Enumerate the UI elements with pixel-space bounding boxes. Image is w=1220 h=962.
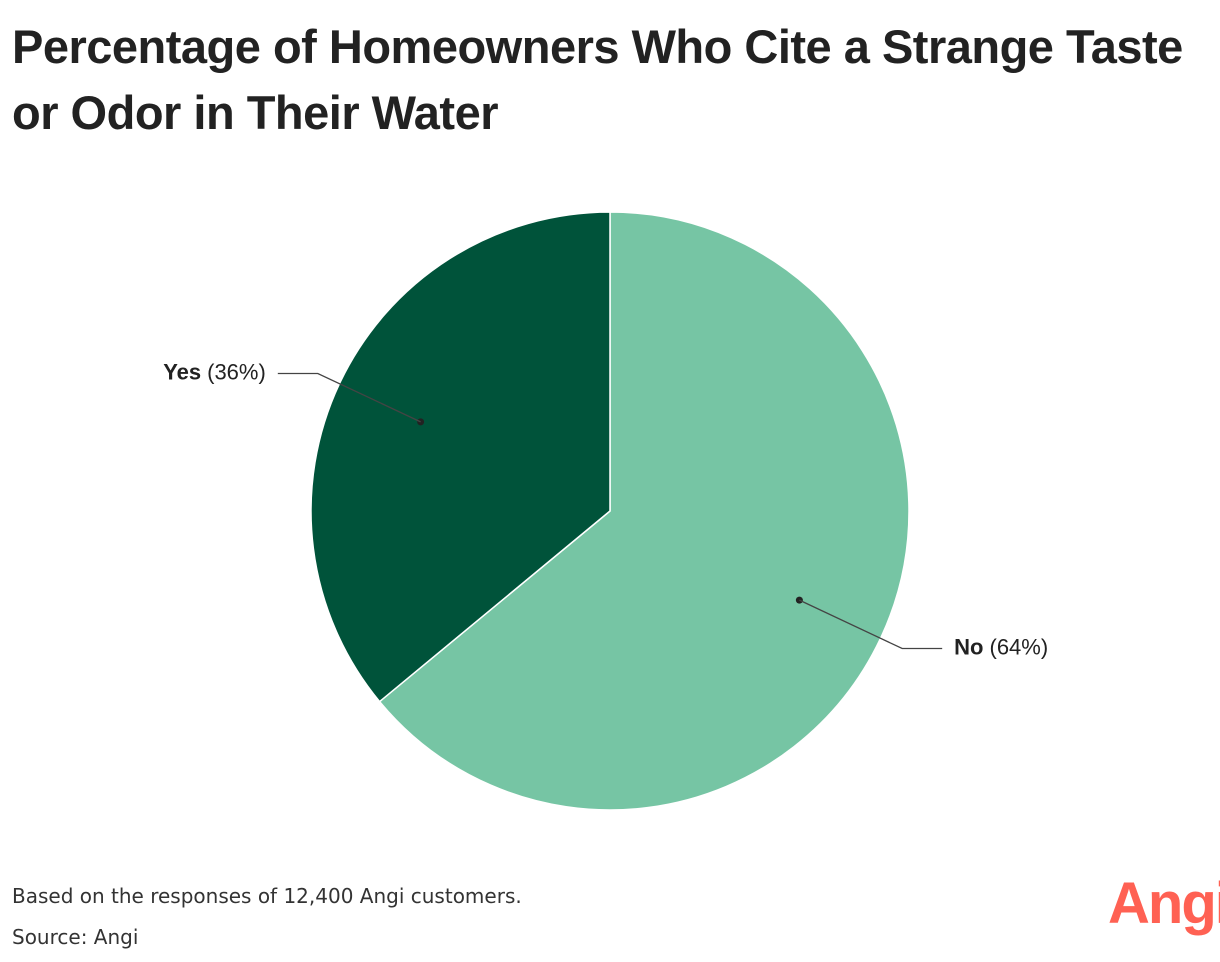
slice-label: Yes (36%) xyxy=(163,359,266,384)
callout-line xyxy=(277,372,421,423)
callout-line xyxy=(799,599,943,650)
category-label: No xyxy=(954,634,983,659)
chart-title: Percentage of Homeowners Who Cite a Stra… xyxy=(12,20,1183,139)
logo: Angi xyxy=(1108,871,1220,936)
category-label: Yes xyxy=(163,359,201,384)
source: Source: Angi xyxy=(12,925,139,949)
value-label: (36%) xyxy=(207,359,266,384)
value-label: (64%) xyxy=(990,634,1049,659)
callouts: No (64%) Yes (36%) xyxy=(163,359,1048,659)
footnote: Based on the responses of 12,400 Angi cu… xyxy=(12,884,522,908)
slice-label: No (64%) xyxy=(954,634,1048,659)
